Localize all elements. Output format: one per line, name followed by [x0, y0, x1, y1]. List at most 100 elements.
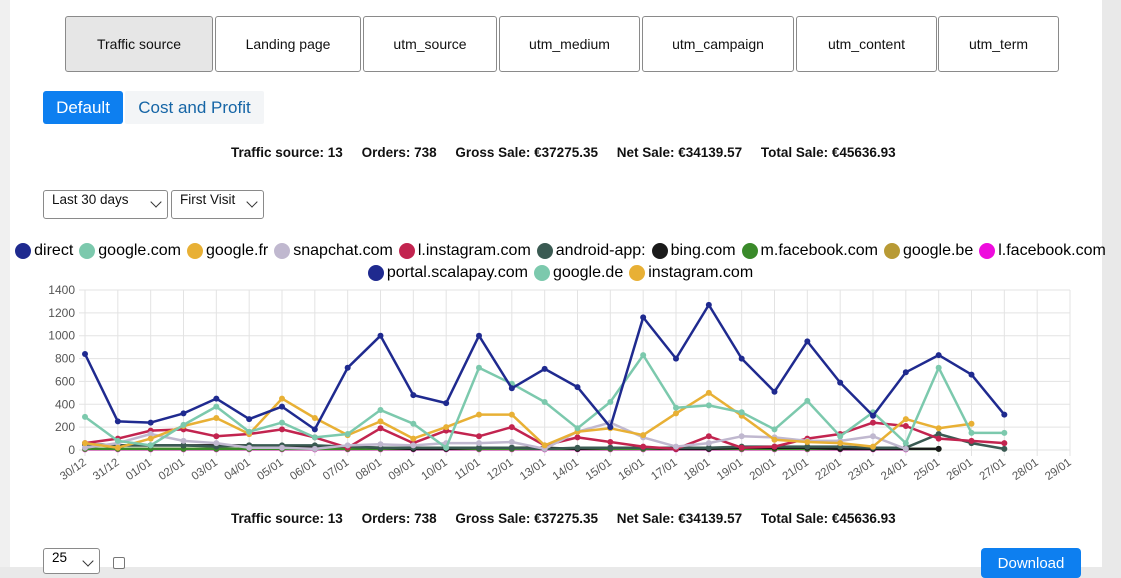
data-point — [935, 435, 942, 442]
legend-swatch — [629, 265, 646, 281]
series-line — [84, 391, 972, 449]
default-mode-button[interactable]: Default — [43, 91, 123, 124]
per-page-select[interactable]: 25 — [43, 548, 100, 574]
data-point — [738, 444, 745, 451]
data-point — [344, 442, 351, 449]
period-select[interactable]: Last 30 days — [43, 190, 168, 219]
x-tick-label: 06/01 — [288, 457, 318, 483]
data-point — [935, 352, 942, 359]
period-select-value: Last 30 days — [52, 192, 129, 207]
y-tick-label: 1000 — [48, 329, 75, 343]
legend-row: portal.scalapay.com google.de instagram.co… — [0, 264, 1121, 282]
select-all-checkbox[interactable] — [113, 557, 125, 569]
legend-label: android-app: — [555, 242, 646, 259]
data-point — [508, 411, 515, 418]
data-point — [410, 435, 417, 442]
data-point — [213, 403, 220, 410]
data-point — [443, 400, 450, 407]
x-tick-label: 20/01 — [748, 457, 778, 483]
data-point — [508, 444, 515, 451]
x-tick-label: 22/01 — [813, 457, 843, 483]
data-point — [935, 431, 942, 437]
legend-item[interactable]: google.de — [533, 264, 624, 282]
legend-item[interactable]: google.com — [79, 242, 181, 260]
summary-gross-sale: Gross Sale: €37275.35 — [455, 145, 598, 160]
data-point — [935, 425, 942, 432]
legend-item[interactable]: google.be — [883, 242, 974, 260]
x-tick-label: 04/01 — [222, 457, 252, 483]
tab-utm-term[interactable]: utm_term — [938, 16, 1059, 72]
data-point — [705, 389, 712, 396]
legend-row: direct google.com google.fr snapchat.com l.i… — [0, 242, 1121, 260]
data-point — [114, 444, 121, 451]
legend-item[interactable]: m.facebook.com — [741, 242, 878, 260]
summary-net-sale: Net Sale: €34139.57 — [616, 511, 743, 526]
summary-total-sale: Total Sale: €45636.93 — [760, 511, 896, 526]
data-point — [640, 352, 647, 359]
data-point — [574, 444, 581, 451]
legend-item[interactable]: instagram.com — [629, 264, 753, 282]
tab-utm-campaign[interactable]: utm_campaign — [642, 16, 794, 72]
legend-label: l.facebook.com — [998, 242, 1106, 259]
legend-label: google.be — [902, 242, 974, 259]
legend-label: bing.com — [670, 242, 736, 259]
x-tick-label: 02/01 — [157, 457, 187, 483]
tab-landing-page[interactable]: Landing page — [215, 16, 361, 72]
x-tick-label: 24/01 — [879, 457, 909, 483]
chevron-down-icon — [246, 196, 258, 208]
summary-top: Traffic source: 13 Orders: 738 Gross Sal… — [231, 145, 911, 160]
data-point — [607, 424, 614, 431]
visit-select[interactable]: First Visit — [171, 190, 264, 219]
data-point — [574, 434, 581, 441]
legend-item[interactable]: portal.scalapay.com — [367, 264, 528, 282]
legend-label: google.com — [98, 242, 181, 259]
legend-item[interactable]: direct — [15, 242, 73, 260]
x-tick-label: 09/01 — [387, 457, 417, 483]
data-point — [673, 443, 679, 450]
data-point — [377, 441, 384, 448]
x-tick-label: 21/01 — [781, 457, 811, 483]
chevron-down-icon — [150, 196, 162, 208]
data-point — [705, 433, 712, 440]
legend-label: google.de — [552, 264, 624, 281]
data-point — [673, 410, 679, 417]
line-chart: 0 200 400 600 800 1000 1200 1400 30/12 31/12 01/01… — [48, 283, 1073, 483]
data-point — [870, 433, 876, 440]
legend-label: google.fr — [205, 242, 269, 259]
data-point — [902, 369, 909, 376]
data-point — [476, 444, 482, 451]
tab-utm-source[interactable]: utm_source — [363, 16, 497, 72]
data-point — [246, 416, 253, 423]
data-point — [968, 420, 975, 427]
x-tick-label: 05/01 — [255, 457, 285, 483]
y-tick-label: 200 — [55, 420, 75, 434]
legend-item[interactable]: google.fr — [186, 242, 269, 260]
summary-total-sale: Total Sale: €45636.93 — [760, 145, 896, 160]
tab-utm-content[interactable]: utm_content — [796, 16, 937, 72]
legend-item[interactable]: android-app: — [536, 242, 646, 260]
data-point — [673, 404, 679, 411]
legend-item[interactable]: bing.com — [651, 242, 736, 260]
data-point — [246, 444, 253, 451]
x-tick-label: 17/01 — [649, 457, 679, 483]
tab-traffic-source[interactable]: Traffic source — [65, 16, 213, 72]
data-point — [246, 428, 253, 435]
x-tick-label: 30/12 — [58, 457, 88, 483]
data-point — [311, 434, 318, 441]
tab-utm-medium[interactable]: utm_medium — [499, 16, 640, 72]
cost-profit-mode-button[interactable]: Cost and Profit — [125, 91, 264, 124]
left-gutter — [0, 0, 10, 567]
data-point — [705, 444, 712, 451]
data-point — [180, 442, 187, 449]
data-point — [82, 351, 88, 357]
download-button[interactable]: Download — [981, 548, 1081, 578]
legend-item[interactable]: snapchat.com — [274, 242, 393, 260]
summary-orders: Orders: 738 — [361, 511, 437, 526]
legend-item[interactable]: l.facebook.com — [979, 242, 1106, 260]
y-tick-label: 400 — [55, 397, 75, 411]
data-point — [837, 433, 844, 440]
data-point — [574, 425, 581, 432]
data-point — [804, 397, 811, 404]
data-point — [640, 314, 647, 321]
legend-item[interactable]: l.instagram.com — [398, 242, 531, 260]
